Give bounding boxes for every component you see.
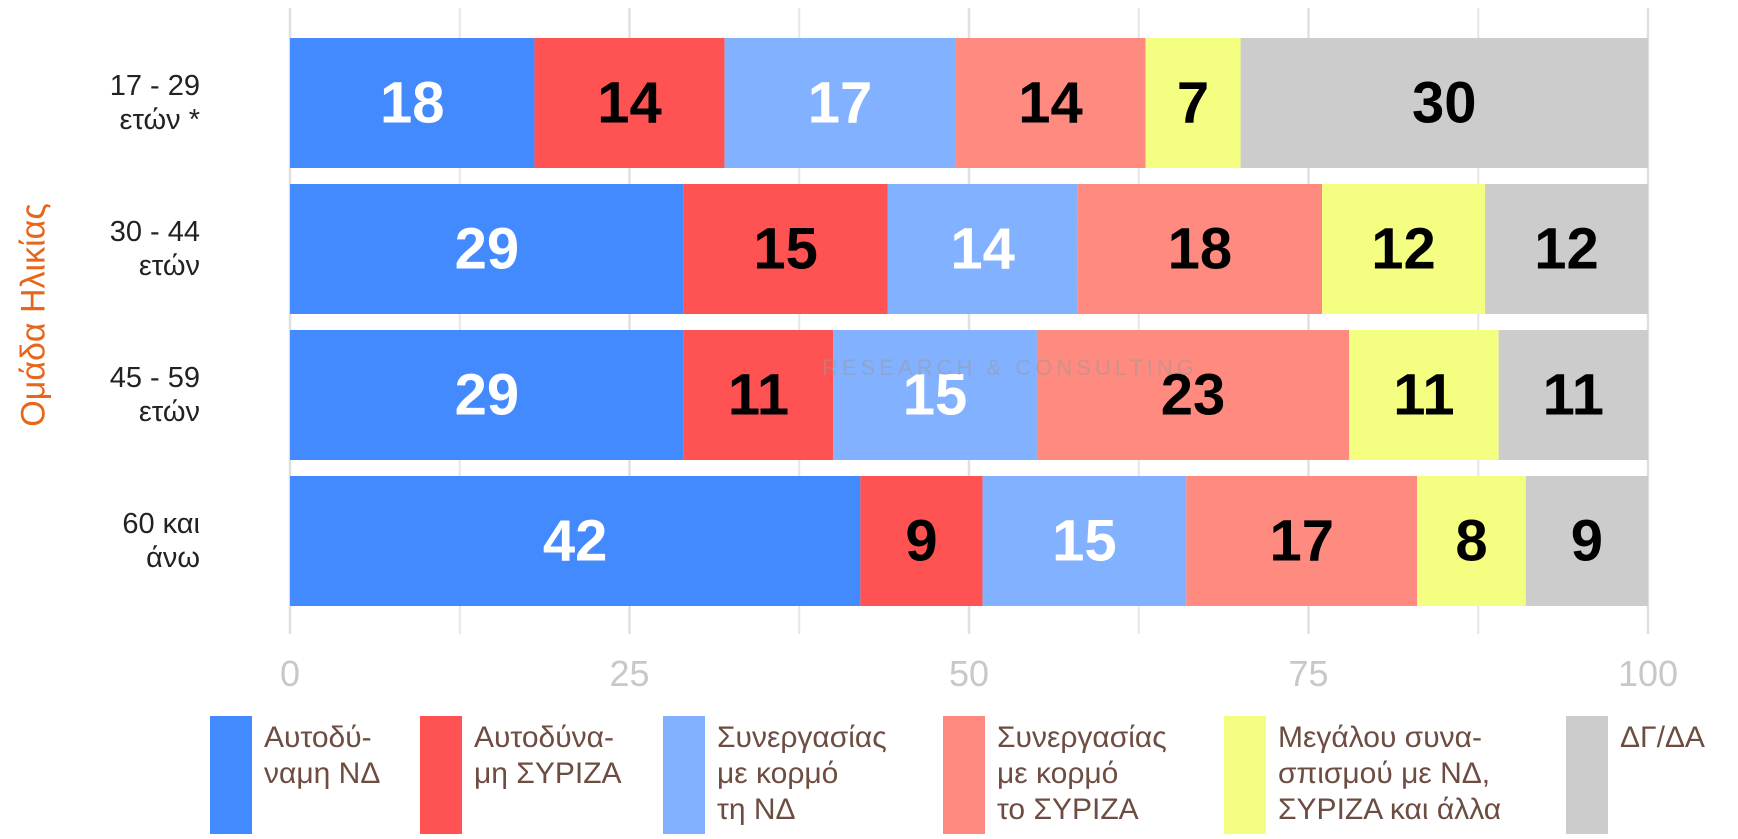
value-label: 12 [1371,216,1436,281]
value-label: 17 [808,70,873,135]
bar-segment [290,184,684,314]
x-tick-label: 25 [609,653,649,694]
value-label: 15 [1052,508,1117,573]
value-label: 18 [380,70,445,135]
bar-segment [1186,476,1418,606]
watermark-sub: RESEARCH & CONSULTING [822,355,1198,380]
legend-label: Αυτοδύνα- μη ΣΥΡΙΖΑ [474,721,622,790]
value-label: 15 [903,362,968,427]
bar-segment [1145,38,1241,168]
legend-swatch [210,716,252,834]
value-label: 17 [1269,508,1334,573]
x-tick-label: 75 [1288,653,1328,694]
legend-swatch [663,716,705,834]
legend-label: Συνεργασίας με κορμό τη ΝΔ [717,721,887,826]
value-label: 15 [753,216,818,281]
legend-label: Συνεργασίας με κορμό το ΣΥΡΙΖΑ [997,721,1167,826]
value-label: 29 [455,216,520,281]
bar-segment [833,330,1037,460]
value-label: 18 [1168,216,1233,281]
value-label: 11 [728,362,789,427]
bar-segment [1498,330,1648,460]
value-label: 7 [1177,70,1209,135]
legend-item: ΔΓ/ΔΑ [1566,716,1705,834]
legend-item: Συνεργασίας με κορμό τη ΝΔ [663,716,887,834]
bar-segment [290,38,535,168]
value-label: 14 [1018,70,1083,135]
value-label: 11 [1393,362,1454,427]
x-tick-label: 0 [280,653,300,694]
value-label: 11 [1543,362,1604,427]
bar-segment [534,38,725,168]
bar-segment [724,38,956,168]
category-label: 45 - 59 ετών [109,362,200,428]
value-label: 23 [1161,362,1226,427]
bar-segment [1525,476,1648,606]
value-label: 30 [1412,70,1477,135]
category-label: 17 - 29 ετών * [109,70,200,136]
bar-segment [955,38,1146,168]
bar-segment [290,476,861,606]
x-tick-label: 100 [1618,653,1678,694]
x-tick-label: 50 [949,653,989,694]
bar-segment [887,184,1078,314]
bar-segment [290,330,684,460]
legend-label: Μεγάλου συνα- σπισμού με ΝΔ, ΣΥΡΙΖΑ και … [1278,721,1502,826]
category-label: 30 - 44 ετών [109,216,200,282]
bar-segment [1322,184,1486,314]
legend-swatch [1566,716,1608,834]
legend-item: Αυτοδύνα- μη ΣΥΡΙΖΑ [420,716,622,834]
bar-segment [1485,184,1648,314]
bar-segment [1417,476,1526,606]
bar-segment [683,184,888,314]
value-label: 9 [1571,508,1603,573]
value-label: 29 [455,362,520,427]
bar-segment [683,330,834,460]
bar-segment [1036,330,1350,460]
legend-item: Συνεργασίας με κορμό το ΣΥΡΙΖΑ [943,716,1167,834]
value-label: 8 [1455,508,1487,573]
legend-item: Αυτοδύ- ναμη ΝΔ [210,716,380,834]
legend-item: Μεγάλου συνα- σπισμού με ΝΔ, ΣΥΡΙΖΑ και … [1224,716,1501,834]
category-label: 60 και άνω [122,508,200,574]
legend-swatch [420,716,462,834]
legend-swatch [1224,716,1266,834]
bar-segment [1077,184,1323,314]
value-label: 9 [905,508,937,573]
value-label: 14 [950,216,1015,281]
bar-segment [860,476,983,606]
legend-label: ΔΓ/ΔΑ [1620,721,1705,754]
bar-segment [1240,38,1648,168]
bar-segment [1349,330,1499,460]
value-label: 12 [1534,216,1599,281]
bar-segment [982,476,1187,606]
value-label: 14 [597,70,662,135]
legend-swatch [943,716,985,834]
value-label: 42 [543,508,608,573]
legend-label: Αυτοδύ- ναμη ΝΔ [264,721,381,790]
